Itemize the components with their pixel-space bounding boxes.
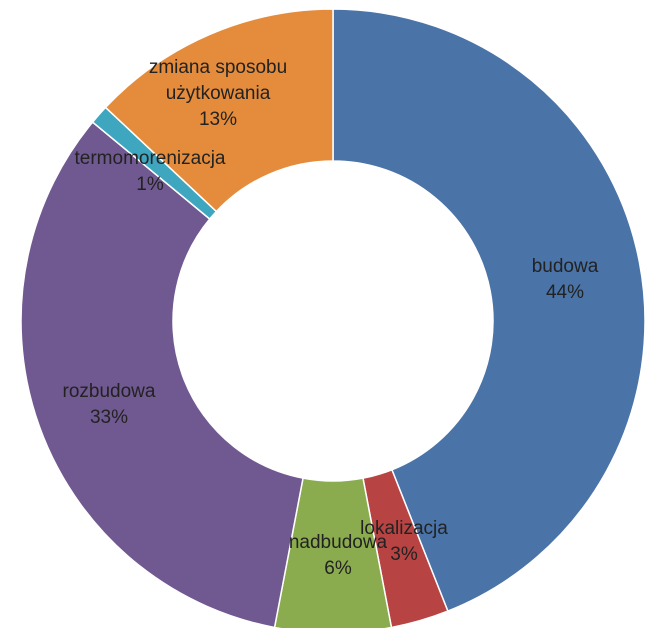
slice-labels: budowa 44% lokalizacja 3%nadbudowa 6% rozbudo… <box>63 57 599 579</box>
slice-name: budowa <box>532 256 599 277</box>
slice-percent: 3% <box>390 544 418 565</box>
slice-percent: 44% <box>546 282 584 303</box>
slice-name: nadbudowa <box>289 532 388 553</box>
slice-percent: 33% <box>90 407 128 428</box>
slice-name: zmiana sposobu <box>149 57 287 78</box>
slice-label-rozbudowa: rozbudowa 33% <box>63 381 156 428</box>
slice-label-termomorenizacja: termomorenizacja 1% <box>75 148 226 195</box>
slice-zmiana-sposobu-użytkowania <box>104 8 334 213</box>
slice-percent: 13% <box>199 109 237 130</box>
slice-percent: 6% <box>324 558 352 579</box>
slice-percent: 1% <box>136 174 164 195</box>
slice-name: rozbudowa <box>63 381 156 402</box>
slice-name: termomorenizacja <box>75 148 226 169</box>
slice-name: lokalizacja <box>360 518 448 539</box>
slice-name: użytkowania <box>166 83 271 104</box>
slice-budowa <box>332 8 646 613</box>
slice-label-lokalizacja: lokalizacja 3% <box>360 518 448 565</box>
slice-label-nadbudowa: nadbudowa 6% <box>289 532 388 579</box>
slice-label-budowa: budowa 44% <box>532 256 599 303</box>
slice-label-zmiana-sposobu-użytkowania: zmiana sposobu użytkowania 13% <box>149 57 287 130</box>
donut-slices <box>20 8 646 628</box>
slice-rozbudowa <box>20 121 304 628</box>
